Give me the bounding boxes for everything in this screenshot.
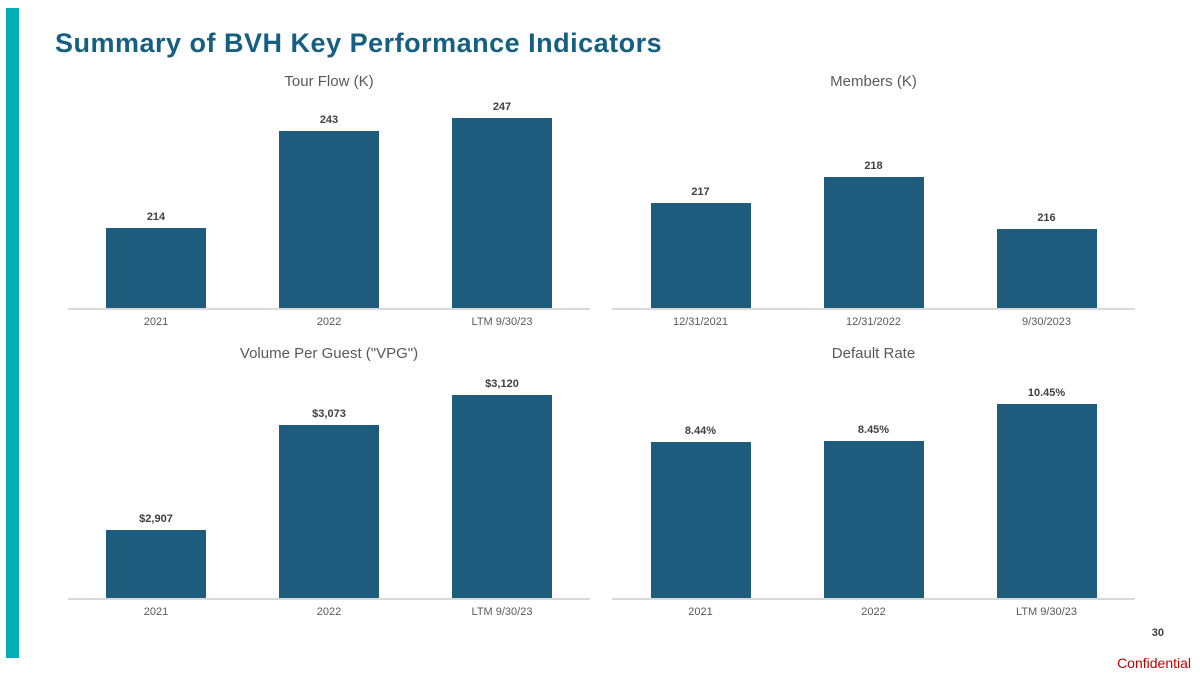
x-axis-label: 2021 xyxy=(143,606,169,618)
bar xyxy=(650,203,751,308)
bar xyxy=(650,442,751,598)
x-axis-label: 12/31/2022 xyxy=(845,316,902,328)
chart-plot-area: 8.44% 8.45% 10.45% xyxy=(612,370,1135,600)
bar-column: $3,073 xyxy=(279,370,379,598)
x-axis-label: LTM 9/30/23 xyxy=(1016,606,1077,618)
x-axis-label: 2021 xyxy=(143,316,169,328)
bar-column: 214 xyxy=(106,98,206,308)
page-title: Summary of BVH Key Performance Indicator… xyxy=(55,28,663,58)
chart-title: Volume Per Guest ("VPG") xyxy=(239,345,419,362)
chart-title: Default Rate xyxy=(831,345,916,362)
bar xyxy=(106,228,206,308)
bar-column: 8.44% xyxy=(650,370,751,598)
x-axis-label: 2021 xyxy=(688,606,713,618)
bar-column: 216 xyxy=(996,98,1097,308)
x-axis-label: 2022 xyxy=(316,316,342,328)
x-axis-label: LTM 9/30/23 xyxy=(471,606,533,618)
bar-value-label: 8.44% xyxy=(684,425,717,437)
bar-chart: Tour Flow (K) 214 243 247 2021 2022 LTM 9/30… xyxy=(68,70,590,342)
bar-value-label: 10.45% xyxy=(1027,387,1066,399)
bar-value-label: 217 xyxy=(691,186,710,198)
chart-plot-area: 214 243 247 xyxy=(68,98,590,310)
charts-grid: Tour Flow (K) 214 243 247 2021 2022 LTM 9/30… xyxy=(68,70,1136,632)
x-axis-label: 2022 xyxy=(316,606,342,618)
x-axis-label: 9/30/2023 xyxy=(1022,316,1071,328)
x-axis-label: LTM 9/30/23 xyxy=(471,316,533,328)
bar-column: $3,120 xyxy=(452,370,552,598)
bar-column: $2,907 xyxy=(106,370,206,598)
bar-column: 218 xyxy=(823,98,924,308)
bar-column: 243 xyxy=(279,98,379,308)
bar-column: 8.45% xyxy=(823,370,924,598)
chart-x-axis: 12/31/2021 12/31/2022 9/30/2023 xyxy=(612,310,1135,342)
chart-x-axis: 2021 2022 LTM 9/30/23 xyxy=(68,310,590,342)
bar xyxy=(106,530,206,598)
bar-value-label: 243 xyxy=(319,114,339,126)
bar-value-label: 216 xyxy=(1037,212,1056,224)
bar-column: 217 xyxy=(650,98,751,308)
chart-x-axis: 2021 2022 LTM 9/30/23 xyxy=(68,600,590,632)
chart-plot-area: 217 218 216 xyxy=(612,98,1135,310)
chart-plot-area: $2,907 $3,073 $3,120 xyxy=(68,370,590,600)
bar xyxy=(452,118,552,308)
confidential-label: Confidential xyxy=(1117,655,1191,671)
bar-value-label: 247 xyxy=(492,101,512,113)
chart-title: Members (K) xyxy=(830,73,917,90)
bar xyxy=(823,441,924,598)
bar-column: 10.45% xyxy=(996,370,1097,598)
bar xyxy=(823,177,924,308)
bar-value-label: 214 xyxy=(146,211,166,223)
x-axis-label: 2022 xyxy=(861,606,886,618)
bar xyxy=(279,425,379,598)
bar xyxy=(452,395,552,598)
bar-value-label: $3,120 xyxy=(485,378,519,390)
bar-value-label: $2,907 xyxy=(139,513,173,525)
bar-value-label: $3,073 xyxy=(312,408,346,420)
bar-column: 247 xyxy=(452,98,552,308)
bar xyxy=(996,229,1097,308)
chart-x-axis: 2021 2022 LTM 9/30/23 xyxy=(612,600,1135,632)
x-axis-label: 12/31/2021 xyxy=(672,316,729,328)
chart-title: Tour Flow (K) xyxy=(284,73,374,90)
bar-chart: Members (K) 217 218 216 12/31/2021 12/31/20… xyxy=(612,70,1135,342)
bar-value-label: 8.45% xyxy=(857,424,890,436)
bar xyxy=(996,404,1097,598)
bar-chart: Volume Per Guest ("VPG") $2,907 $3,073 $3,… xyxy=(68,342,590,632)
accent-bar xyxy=(6,8,19,658)
page-number: 30 xyxy=(1151,627,1164,639)
bar xyxy=(279,131,379,308)
bar-value-label: 218 xyxy=(864,160,883,172)
bar-chart: Default Rate 8.44% 8.45% 10.45% 2021 2022 LT… xyxy=(612,342,1135,632)
